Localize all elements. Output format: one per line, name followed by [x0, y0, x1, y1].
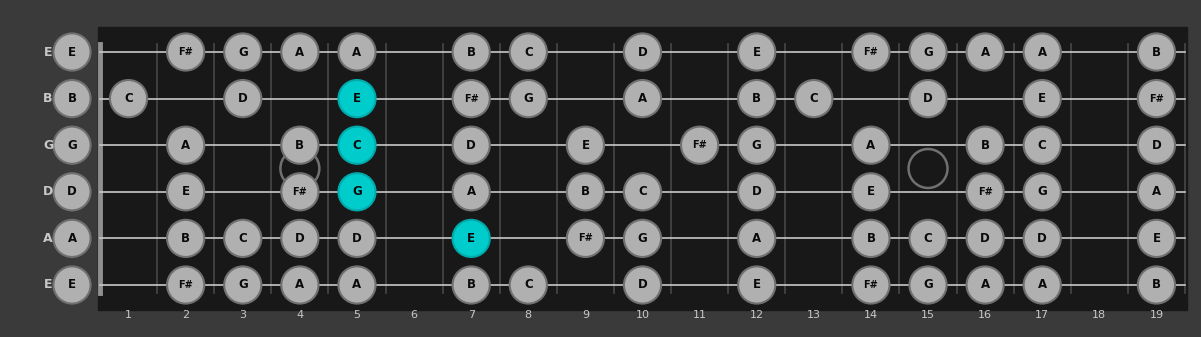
Ellipse shape	[567, 220, 604, 257]
Ellipse shape	[623, 267, 661, 304]
Text: G: G	[638, 232, 647, 245]
Ellipse shape	[795, 80, 832, 117]
Text: B: B	[981, 139, 990, 152]
Text: G: G	[43, 139, 53, 152]
Text: C: C	[524, 45, 533, 59]
Ellipse shape	[53, 127, 90, 164]
Ellipse shape	[167, 220, 204, 257]
Text: E: E	[467, 232, 476, 245]
Text: F#: F#	[692, 140, 707, 150]
Ellipse shape	[967, 33, 1004, 70]
Text: B: B	[866, 232, 876, 245]
Ellipse shape	[909, 80, 946, 117]
Text: A: A	[295, 45, 304, 59]
Text: D: D	[1152, 139, 1161, 152]
Text: A: A	[67, 232, 77, 245]
Ellipse shape	[1137, 127, 1175, 164]
Text: D: D	[752, 185, 761, 198]
Ellipse shape	[1023, 173, 1060, 210]
Ellipse shape	[53, 80, 90, 117]
Text: G: G	[924, 45, 933, 59]
Text: 11: 11	[693, 310, 706, 320]
Text: A: A	[1152, 185, 1161, 198]
Ellipse shape	[53, 173, 90, 210]
Text: 12: 12	[749, 310, 764, 320]
Text: A: A	[467, 185, 476, 198]
Ellipse shape	[967, 173, 1004, 210]
Text: F#: F#	[578, 234, 593, 243]
Ellipse shape	[681, 127, 718, 164]
Ellipse shape	[1137, 267, 1175, 304]
Ellipse shape	[1137, 80, 1175, 117]
Ellipse shape	[567, 173, 604, 210]
Text: A: A	[295, 278, 304, 292]
Text: G: G	[67, 139, 77, 152]
Text: 13: 13	[807, 310, 820, 320]
Text: D: D	[295, 232, 305, 245]
Ellipse shape	[225, 80, 262, 117]
Text: C: C	[1038, 139, 1046, 152]
Ellipse shape	[339, 80, 376, 117]
Ellipse shape	[853, 173, 890, 210]
Ellipse shape	[339, 127, 376, 164]
Text: 10: 10	[635, 310, 650, 320]
Text: A: A	[181, 139, 190, 152]
Ellipse shape	[110, 80, 148, 117]
Ellipse shape	[909, 267, 946, 304]
Ellipse shape	[225, 33, 262, 70]
Text: 8: 8	[525, 310, 532, 320]
Ellipse shape	[167, 267, 204, 304]
Text: C: C	[809, 92, 818, 105]
Ellipse shape	[1023, 127, 1060, 164]
Text: D: D	[638, 45, 647, 59]
Text: 1: 1	[125, 310, 132, 320]
Ellipse shape	[339, 220, 376, 257]
Ellipse shape	[739, 173, 776, 210]
Text: 3: 3	[239, 310, 246, 320]
Text: E: E	[181, 185, 190, 198]
Ellipse shape	[623, 80, 661, 117]
Ellipse shape	[339, 267, 376, 304]
Text: A: A	[43, 232, 53, 245]
Text: F#: F#	[864, 280, 878, 290]
Text: D: D	[924, 92, 933, 105]
Text: 7: 7	[467, 310, 474, 320]
Ellipse shape	[853, 220, 890, 257]
Text: A: A	[866, 139, 876, 152]
Ellipse shape	[623, 173, 661, 210]
Ellipse shape	[1023, 267, 1060, 304]
Text: B: B	[752, 92, 761, 105]
FancyBboxPatch shape	[98, 27, 1187, 310]
Text: B: B	[467, 45, 476, 59]
Text: D: D	[638, 278, 647, 292]
Text: 18: 18	[1092, 310, 1106, 320]
Ellipse shape	[453, 33, 490, 70]
Text: A: A	[1038, 278, 1047, 292]
Ellipse shape	[739, 33, 776, 70]
Ellipse shape	[1023, 80, 1060, 117]
Text: D: D	[466, 139, 476, 152]
Ellipse shape	[509, 33, 546, 70]
Text: 4: 4	[297, 310, 304, 320]
Text: F#: F#	[978, 187, 992, 197]
Text: A: A	[352, 278, 362, 292]
Ellipse shape	[967, 267, 1004, 304]
Ellipse shape	[167, 173, 204, 210]
Text: 14: 14	[864, 310, 878, 320]
Text: C: C	[924, 232, 932, 245]
Text: F#: F#	[864, 47, 878, 57]
Text: G: G	[238, 278, 247, 292]
Text: A: A	[980, 45, 990, 59]
Ellipse shape	[53, 267, 90, 304]
Text: E: E	[753, 45, 760, 59]
Text: 16: 16	[978, 310, 992, 320]
Text: A: A	[980, 278, 990, 292]
Ellipse shape	[281, 173, 318, 210]
Ellipse shape	[1023, 220, 1060, 257]
Text: F#: F#	[1149, 94, 1164, 103]
Text: 17: 17	[1035, 310, 1050, 320]
Text: F#: F#	[178, 280, 193, 290]
Text: D: D	[1038, 232, 1047, 245]
Ellipse shape	[967, 220, 1004, 257]
